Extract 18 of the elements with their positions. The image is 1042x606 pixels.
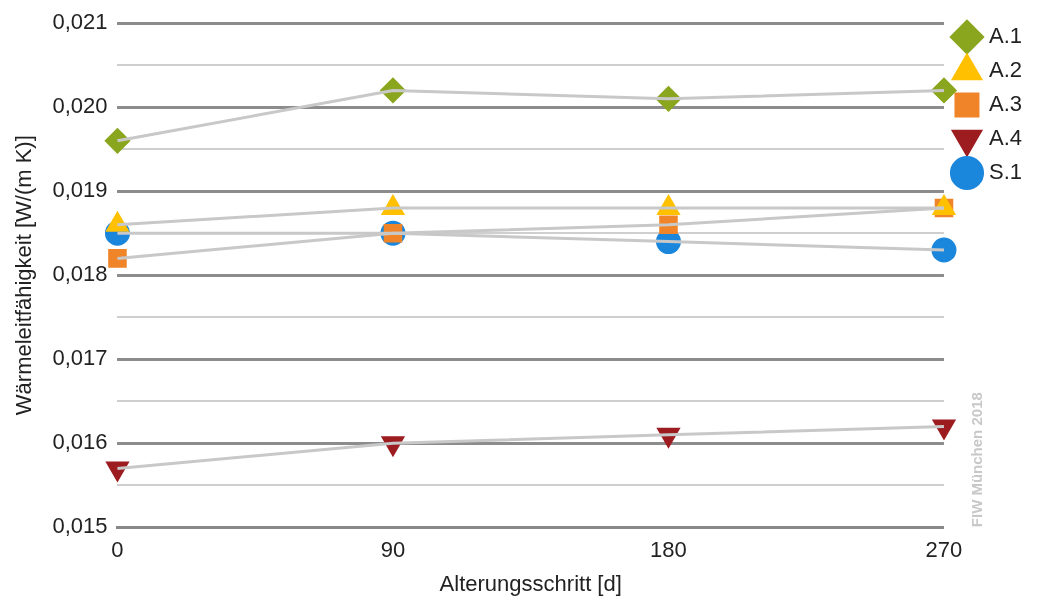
x-tick-label: 180: [650, 537, 687, 563]
legend-label: A.1: [988, 23, 1023, 49]
x-axis-title: Alterungsschritt [d]: [439, 570, 622, 596]
x-tick-label: 0: [111, 537, 124, 563]
legend-label: A.3: [988, 91, 1023, 117]
y-tick-label: 0,017: [52, 345, 108, 371]
x-tick-label: 270: [925, 537, 963, 563]
x-tick-label: 90: [380, 537, 406, 563]
y-tick-label: 0,021: [52, 9, 108, 35]
legend-label: S.1: [988, 159, 1023, 185]
y-tick-label: 0,019: [52, 177, 108, 203]
legend-label: A.4: [988, 125, 1023, 151]
y-tick-label: 0,016: [52, 429, 108, 455]
y-axis-title: Wärmeleitfähigkeit [W/(m K)]: [11, 135, 37, 416]
y-tick-label: 0,015: [52, 513, 108, 539]
y-tick-label: 0,018: [52, 261, 108, 287]
y-tick-label: 0,020: [52, 93, 108, 119]
legend-label: A.2: [988, 57, 1023, 83]
